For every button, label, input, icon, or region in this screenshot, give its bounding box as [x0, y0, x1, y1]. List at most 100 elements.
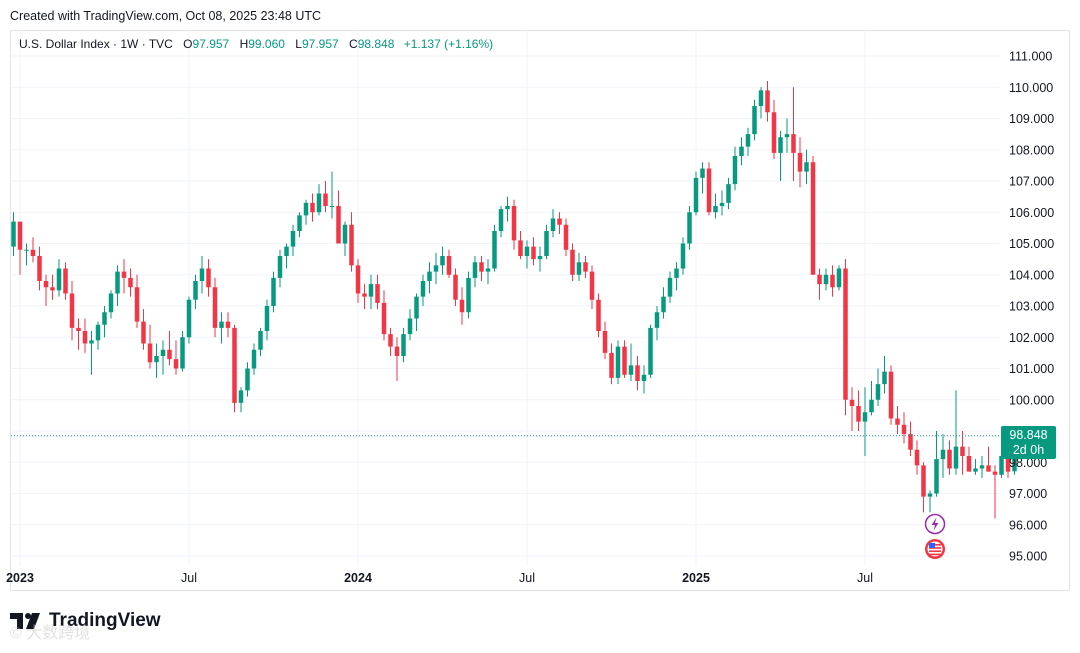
- candle[interactable]: [37, 246, 42, 291]
- candle[interactable]: [641, 365, 647, 394]
- candle[interactable]: [154, 343, 159, 378]
- candle[interactable]: [973, 459, 978, 475]
- candle[interactable]: [381, 290, 387, 341]
- candle[interactable]: [745, 127, 751, 156]
- candle[interactable]: [193, 274, 198, 310]
- symbol-name[interactable]: U.S. Dollar Index · 1W · TVC: [19, 37, 173, 51]
- candle[interactable]: [674, 262, 679, 291]
- candle[interactable]: [557, 212, 562, 235]
- candle[interactable]: [407, 309, 413, 341]
- candle[interactable]: [667, 271, 673, 303]
- candle[interactable]: [30, 237, 36, 263]
- candle[interactable]: [433, 252, 439, 285]
- candle[interactable]: [622, 340, 627, 378]
- candle[interactable]: [50, 274, 55, 300]
- candle[interactable]: [596, 293, 601, 338]
- candle[interactable]: [511, 199, 517, 250]
- candle[interactable]: [394, 337, 400, 381]
- candle[interactable]: [953, 390, 959, 475]
- candle[interactable]: [56, 259, 62, 297]
- candle[interactable]: [810, 156, 816, 275]
- candle[interactable]: [895, 406, 900, 435]
- candle[interactable]: [563, 218, 569, 257]
- candle[interactable]: [167, 331, 172, 366]
- candle[interactable]: [251, 343, 257, 375]
- candle[interactable]: [310, 193, 315, 222]
- candle[interactable]: [420, 274, 426, 306]
- candle[interactable]: [17, 221, 23, 275]
- candle[interactable]: [342, 221, 348, 256]
- candle[interactable]: [661, 287, 666, 319]
- candle[interactable]: [336, 190, 341, 244]
- candle[interactable]: [830, 265, 835, 297]
- candle[interactable]: [219, 312, 224, 344]
- candle[interactable]: [212, 277, 218, 338]
- candle[interactable]: [602, 321, 608, 360]
- candle[interactable]: [849, 387, 855, 431]
- candle[interactable]: [362, 284, 367, 310]
- candle[interactable]: [277, 249, 283, 288]
- candle[interactable]: [134, 274, 140, 328]
- candle[interactable]: [992, 465, 998, 519]
- candle[interactable]: [680, 237, 686, 275]
- candle[interactable]: [628, 343, 634, 382]
- candle[interactable]: [245, 362, 250, 397]
- candle[interactable]: [108, 290, 114, 319]
- candle[interactable]: [778, 131, 783, 181]
- us-flag-event-icon[interactable]: [925, 539, 945, 559]
- candle[interactable]: [804, 149, 809, 185]
- candle[interactable]: [882, 356, 887, 394]
- candle[interactable]: [752, 99, 757, 141]
- candle[interactable]: [498, 206, 504, 238]
- candle[interactable]: [765, 81, 770, 122]
- candle[interactable]: [609, 343, 614, 385]
- candle[interactable]: [940, 434, 946, 478]
- candle[interactable]: [24, 243, 29, 266]
- candle[interactable]: [446, 249, 452, 278]
- candle[interactable]: [901, 412, 907, 444]
- candle[interactable]: [232, 324, 237, 413]
- candle[interactable]: [297, 212, 302, 238]
- candle[interactable]: [414, 293, 419, 332]
- candle[interactable]: [128, 268, 133, 297]
- candle[interactable]: [206, 259, 211, 297]
- candle[interactable]: [576, 252, 582, 281]
- candle[interactable]: [375, 274, 380, 310]
- candle[interactable]: [817, 268, 822, 300]
- candle[interactable]: [147, 324, 153, 369]
- candle[interactable]: [225, 312, 231, 338]
- candle[interactable]: [115, 265, 120, 306]
- candle[interactable]: [739, 137, 744, 166]
- candle[interactable]: [908, 421, 913, 456]
- candle[interactable]: [791, 87, 796, 181]
- candle[interactable]: [472, 256, 478, 288]
- candle[interactable]: [11, 212, 16, 256]
- candle[interactable]: [914, 440, 920, 475]
- candle[interactable]: [180, 331, 185, 372]
- candle[interactable]: [875, 368, 881, 407]
- candle[interactable]: [836, 265, 842, 291]
- candle[interactable]: [713, 193, 718, 219]
- candle[interactable]: [583, 256, 588, 278]
- candle[interactable]: [524, 240, 530, 269]
- candle[interactable]: [427, 262, 432, 294]
- candle[interactable]: [401, 327, 406, 363]
- candle[interactable]: [758, 87, 764, 119]
- candle[interactable]: [349, 212, 354, 272]
- candle[interactable]: [89, 331, 94, 375]
- candle[interactable]: [82, 318, 88, 353]
- candle[interactable]: [290, 224, 296, 256]
- candle[interactable]: [589, 265, 595, 310]
- candle[interactable]: [947, 440, 952, 475]
- candle[interactable]: [726, 177, 731, 210]
- candle[interactable]: [258, 327, 263, 356]
- candle[interactable]: [63, 262, 68, 300]
- candle[interactable]: [121, 259, 127, 294]
- candle[interactable]: [388, 327, 393, 356]
- candle[interactable]: [355, 259, 361, 303]
- candle[interactable]: [238, 387, 244, 413]
- candle[interactable]: [303, 199, 309, 225]
- candle[interactable]: [95, 321, 101, 350]
- candle[interactable]: [927, 490, 933, 513]
- candle[interactable]: [492, 224, 497, 272]
